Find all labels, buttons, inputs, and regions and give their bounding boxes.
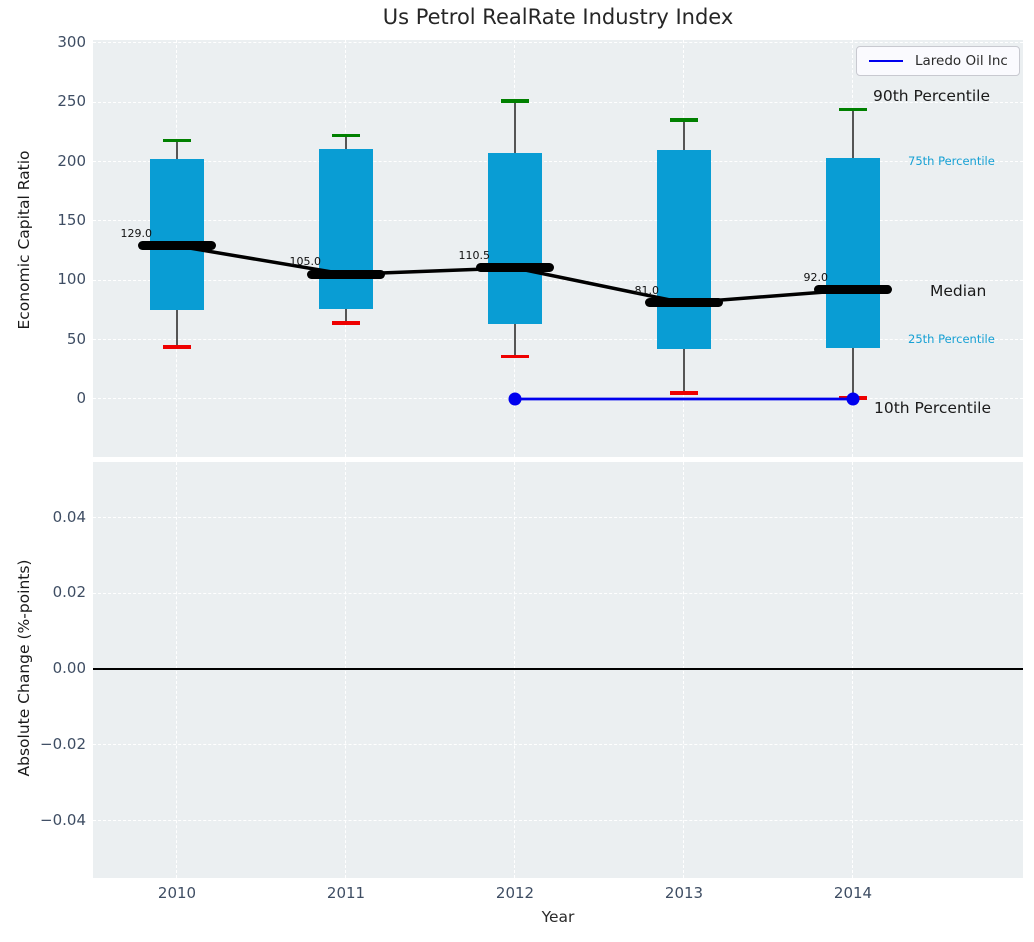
v-gridline: [852, 462, 854, 878]
y-tick-label: 300: [57, 33, 86, 51]
h-gridline: [93, 819, 1023, 821]
bottom-panel: [93, 462, 1023, 878]
top-panel: 129.0 105.0 110.5 81.0 92.0 90th Percentile 75…: [93, 40, 1023, 457]
median-segment: [307, 269, 385, 279]
cap-10th-percentile: [670, 391, 698, 395]
median-segment: [814, 285, 892, 295]
x-tick-label: 2014: [833, 884, 873, 902]
y-axis-label-top: Economic Capital Ratio: [15, 150, 33, 330]
h-gridline: [93, 592, 1023, 594]
legend-label: Laredo Oil Inc: [915, 53, 1008, 69]
percentile-bar: [150, 159, 204, 310]
y-tick-label: 100: [57, 270, 86, 289]
median-segment: [645, 298, 723, 308]
median-value-label: 110.5: [458, 248, 491, 262]
h-gridline: [93, 744, 1023, 746]
v-gridline: [683, 462, 685, 878]
cap-90th-percentile: [163, 138, 191, 143]
annotation-75th-percentile: 75th Percentile: [908, 154, 995, 168]
median-value-label: 105.0: [289, 255, 322, 269]
y-tick-label: 0.00: [52, 659, 86, 677]
y-tick-label: 200: [57, 151, 86, 170]
cap-90th-percentile: [670, 118, 698, 122]
x-tick-label: 2012: [495, 884, 535, 902]
x-axis-label: Year: [541, 908, 575, 926]
h-gridline: [93, 160, 1023, 162]
annotation-10th-percentile: 10th Percentile: [874, 399, 992, 417]
median-value-label: 81.0: [634, 283, 660, 297]
x-tick-label: 2011: [326, 884, 366, 902]
h-gridline: [93, 338, 1023, 340]
y-tick-label: −0.04: [40, 810, 86, 829]
y-tick-label: 250: [57, 92, 86, 111]
h-gridline: [93, 42, 1023, 44]
chart-title: Us Petrol RealRate Industry Index: [382, 5, 734, 29]
v-gridline: [514, 462, 516, 878]
cap-10th-percentile: [839, 396, 867, 400]
cap-90th-percentile: [839, 107, 867, 112]
median-segment: [476, 263, 554, 273]
y-tick-label: 50: [66, 329, 86, 348]
x-tick-label: 2013: [664, 884, 704, 902]
x-tick-label: 2010: [157, 884, 197, 902]
median-segment: [138, 241, 216, 251]
annotation-90th-percentile: 90th Percentile: [873, 87, 991, 105]
y-tick-label: 0: [76, 389, 86, 407]
cap-10th-percentile: [163, 345, 191, 349]
zero-line: [93, 668, 1023, 670]
percentile-bar: [826, 158, 880, 348]
cap-90th-percentile: [501, 99, 529, 103]
y-tick-label: −0.02: [40, 734, 86, 753]
annotation-median: Median: [930, 282, 987, 300]
y-tick-label: 0.04: [52, 507, 86, 526]
legend: Laredo Oil Inc: [856, 46, 1020, 76]
cap-10th-percentile: [501, 354, 529, 359]
annotation-25th-percentile: 25th Percentile: [908, 332, 995, 346]
median-value-label: 129.0: [120, 226, 153, 240]
percentile-bar: [657, 149, 711, 350]
h-gridline: [93, 101, 1023, 103]
h-gridline: [93, 220, 1023, 222]
v-gridline: [176, 462, 178, 878]
y-tick-label: 150: [57, 211, 86, 229]
legend-line-sample: [869, 59, 903, 63]
h-gridline: [93, 279, 1023, 281]
h-gridline: [93, 516, 1023, 518]
cap-10th-percentile: [332, 321, 360, 325]
v-gridline: [345, 462, 347, 878]
y-tick-label: 0.02: [52, 583, 86, 602]
cap-90th-percentile: [332, 133, 360, 138]
median-value-label: 92.0: [803, 270, 829, 284]
percentile-bar: [319, 148, 373, 309]
percentile-bar: [488, 153, 542, 325]
